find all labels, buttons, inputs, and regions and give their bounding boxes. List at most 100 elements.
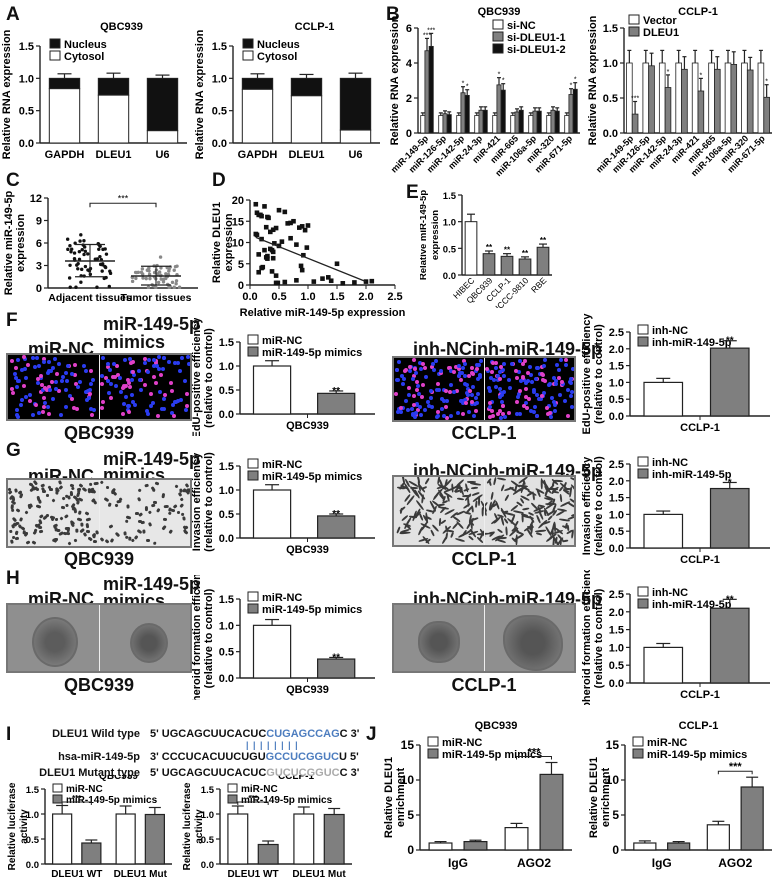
svg-text:Relative DLEU1: Relative DLEU1 (211, 202, 223, 283)
svg-text:0.5: 0.5 (219, 647, 234, 659)
svg-text:AGO2: AGO2 (718, 856, 752, 870)
svg-text:0.0: 0.0 (219, 533, 234, 545)
svg-text:GAPDH: GAPDH (238, 149, 278, 161)
edu-image-inh-nc (394, 358, 484, 420)
svg-text:2.0: 2.0 (358, 291, 373, 303)
svg-text:CCLP-1: CCLP-1 (295, 21, 335, 33)
svg-text:1.5: 1.5 (329, 291, 344, 303)
svg-text:0.0: 0.0 (201, 860, 214, 871)
f-left-caption: QBC939 (63, 423, 135, 443)
svg-text:Relative RNA expression: Relative RNA expression (389, 15, 401, 145)
svg-text:1.5: 1.5 (201, 785, 215, 796)
svg-text:1.0: 1.0 (609, 509, 624, 521)
svg-text:miR-NC: miR-NC (241, 784, 278, 795)
chart-g-cclp1: 0.0 0.5 1.0 1.5 2.0 2.5 Invasion efficiency (re… (580, 440, 780, 570)
svg-text:0.0: 0.0 (609, 543, 624, 555)
spheroid-image-qbc939 (6, 603, 192, 673)
svg-text:Relative DLEU1: Relative DLEU1 (383, 757, 395, 838)
svg-text:CCLP-1: CCLP-1 (278, 775, 315, 782)
svg-text:6: 6 (406, 23, 412, 35)
edu-image-mir-nc (8, 355, 99, 419)
f-right-label-inh-nc: inh-NC (413, 339, 472, 359)
sequence-wild-label: DLEU1 Wild type (52, 728, 140, 740)
svg-text:(relative to control): (relative to control) (593, 456, 605, 556)
invasion-image-cclp1 (392, 475, 576, 547)
svg-text:0.5: 0.5 (271, 291, 286, 303)
svg-text:miR-NC: miR-NC (262, 592, 302, 604)
chart-j-cclp1: 0 5 10 15 Relative DLEU1 enrichment CCLP-1 miR-… (585, 715, 780, 885)
svg-text:1.0: 1.0 (26, 810, 39, 821)
svg-text:0.0: 0.0 (19, 138, 34, 150)
svg-text:QBC939: QBC939 (475, 720, 518, 732)
svg-text:(relative to control): (relative to control) (593, 588, 605, 688)
svg-text:***: *** (118, 193, 129, 203)
sequence-mutant-prefix: 5' UGCAGCUUCACUC (150, 767, 267, 779)
svg-text:DLEU1: DLEU1 (95, 149, 131, 161)
svg-text:2.5: 2.5 (609, 459, 624, 471)
svg-text:1.0: 1.0 (603, 58, 618, 70)
svg-text:CCLP-1: CCLP-1 (680, 554, 720, 566)
edu-image-mimics (99, 355, 190, 419)
svg-text:1.5: 1.5 (26, 785, 40, 796)
svg-text:Relative RNA expression: Relative RNA expression (587, 15, 599, 145)
svg-text:***: *** (729, 761, 743, 773)
svg-text:*: * (667, 69, 670, 76)
spheroid-image-inh (484, 605, 574, 671)
svg-text:activity: activity (194, 809, 205, 844)
svg-text:0.5: 0.5 (201, 835, 215, 846)
svg-text:1.0: 1.0 (219, 620, 234, 632)
svg-text:Nucleus: Nucleus (64, 39, 107, 51)
chart-b-cclp1: 0.0 0.5 1.0 1.5 Relative RNA expression CCLP-… (586, 0, 780, 180)
svg-text:1.5: 1.5 (443, 191, 457, 202)
svg-text:0: 0 (36, 283, 42, 295)
svg-text:20: 20 (232, 195, 244, 207)
svg-text:Relative RNA expression: Relative RNA expression (194, 29, 206, 159)
panel-label-h: H (6, 568, 20, 589)
chart-a-qbc939: 0.0 0.5 1.0 1.5 Relative RNA expression QBC93… (0, 18, 195, 170)
svg-text:QBC939: QBC939 (99, 775, 138, 782)
g-left-caption: QBC939 (63, 549, 135, 569)
svg-text:**: ** (522, 249, 529, 258)
svg-text:(relative to control): (relative to control) (203, 588, 215, 688)
svg-text:miR-NC: miR-NC (66, 784, 103, 795)
invasion-image-mimics (99, 480, 190, 546)
svg-text:DLEU1 Mut: DLEU1 Mut (292, 869, 346, 880)
chart-svg: 0.0 0.5 1.0 1.5 Relative RNA expression QBC93… (1, 21, 187, 161)
svg-text:0.0: 0.0 (219, 409, 234, 421)
svg-text:miR-149-5p mimics: miR-149-5p mimics (647, 749, 747, 761)
svg-text:miR-149-5p mimics: miR-149-5p mimics (442, 749, 542, 761)
svg-text:0.0: 0.0 (242, 291, 257, 303)
svg-text:Vector: Vector (643, 15, 677, 27)
panel-label-f: F (6, 310, 18, 331)
svg-text:0.5: 0.5 (609, 526, 624, 538)
svg-text:2: 2 (406, 93, 412, 105)
svg-text:expression: expression (223, 213, 235, 271)
sequence-mirna-label: hsa-miR-149-5p (58, 751, 140, 763)
svg-text:Tumor tissues: Tumor tissues (121, 292, 192, 304)
svg-text:*: * (462, 81, 465, 88)
svg-text:**: ** (332, 386, 340, 397)
panel-label-b: B (386, 4, 400, 25)
chart-svg: 0.0 0.5 1.0 1.5 Invasion efficiency (relative… (191, 452, 375, 556)
chart-svg: 0.0 0.5 1.0 1.5 Relative miR-149-5p expressio… (418, 190, 552, 315)
chart-i-qbc939: 0.0 0.5 1.0 1.5 Relative luciferase activity Q… (5, 771, 180, 886)
edu-fluorescence-image-qbc939 (6, 353, 192, 421)
sequence-wild-suffix: C 3' (339, 728, 360, 740)
svg-text:0.5: 0.5 (609, 394, 624, 406)
svg-text:EdU-positive efficiency: EdU-positive efficiency (191, 318, 203, 436)
svg-text:1.5: 1.5 (603, 23, 618, 35)
svg-text:1.5: 1.5 (219, 461, 234, 473)
f-right-caption: CCLP-1 (451, 423, 517, 443)
svg-text:(relative to control): (relative to control) (593, 324, 605, 424)
chart-svg: 0.0 0.5 1.0 1.5 2.0 2.5 Spheroid formation eff… (581, 560, 770, 716)
chart-h-qbc939: 0.0 0.5 1.0 1.5 Spheroid formation efficienc… (190, 560, 385, 716)
svg-text:Adjacent tissues: Adjacent tissues (48, 292, 132, 304)
svg-text:si-DLEU1-2: si-DLEU1-2 (507, 44, 566, 56)
svg-text:miR-NC: miR-NC (262, 459, 302, 471)
svg-text:***: *** (423, 32, 431, 39)
svg-text:2.5: 2.5 (609, 327, 624, 339)
svg-text:1.5: 1.5 (19, 41, 34, 53)
svg-text:***: *** (528, 747, 542, 759)
sequence-mutant-label: DLEU1 Mutant type (39, 767, 140, 779)
svg-text:QBC939: QBC939 (286, 420, 329, 432)
